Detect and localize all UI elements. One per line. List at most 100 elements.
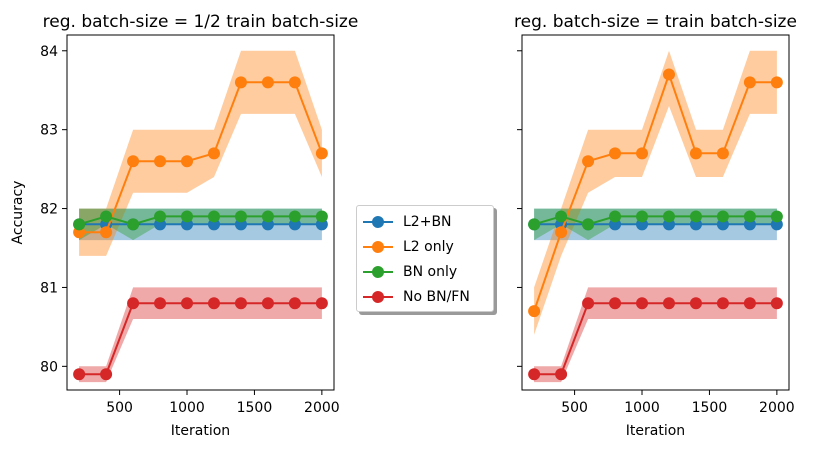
point-no-bn-fn bbox=[743, 297, 756, 310]
point-l2-only bbox=[770, 76, 783, 89]
series-line-no-bn-fn bbox=[534, 302, 777, 376]
point-no-bn-fn bbox=[181, 297, 194, 310]
chart-panel-2: reg. batch-size = train batch-size 500 100… bbox=[514, 12, 797, 439]
point-no-bn-fn bbox=[770, 297, 783, 310]
point-bn-only bbox=[127, 218, 140, 231]
legend-swatch-no-bn-fn bbox=[363, 290, 393, 304]
series-line-l2-only bbox=[79, 81, 323, 234]
point-no-bn-fn bbox=[207, 297, 220, 310]
point-no-bn-fn bbox=[555, 368, 568, 381]
legend-item-no-bn-fn: No BN/FN bbox=[363, 284, 493, 309]
point-bn-only bbox=[770, 210, 783, 223]
point-l2-only bbox=[555, 226, 568, 239]
legend: L2+BN L2 only BN only No BN/FN bbox=[356, 205, 494, 312]
legend-label: L2+BN bbox=[403, 213, 452, 230]
chart-title: reg. batch-size = 1/2 train batch-size bbox=[43, 12, 359, 32]
legend-swatch-bn-only bbox=[363, 265, 393, 279]
point-no-bn-fn bbox=[662, 297, 675, 310]
point-bn-only bbox=[181, 210, 194, 223]
point-l2-only bbox=[315, 147, 328, 160]
band-no-bn-fn bbox=[534, 287, 777, 383]
point-l2-only bbox=[609, 147, 622, 160]
point-l2-only bbox=[582, 155, 595, 168]
x-tick-label: 500 bbox=[561, 400, 588, 416]
point-no-bn-fn bbox=[689, 297, 702, 310]
series-line-l2-only bbox=[533, 71, 777, 312]
x-tick-label: 2000 bbox=[304, 400, 340, 416]
band-l2-only bbox=[79, 50, 322, 256]
point-l2-only bbox=[636, 147, 649, 160]
x-axis-label: Iteration bbox=[626, 423, 685, 439]
legend-swatch-l2-bn bbox=[363, 215, 393, 229]
x-tick-label: 1000 bbox=[624, 400, 660, 416]
point-no-bn-fn bbox=[261, 297, 274, 310]
point-l2-only bbox=[528, 305, 541, 318]
y-tick-label: 82 bbox=[40, 202, 58, 218]
point-no-bn-fn bbox=[716, 297, 729, 310]
x-tick-label: 1500 bbox=[692, 400, 728, 416]
point-bn-only bbox=[582, 218, 595, 231]
point-bn-only bbox=[100, 210, 113, 223]
point-l2-only bbox=[261, 76, 274, 89]
series-line-bn-only bbox=[78, 215, 322, 226]
y-tick-label: 83 bbox=[40, 123, 58, 139]
x-tick-label: 2000 bbox=[759, 400, 795, 416]
y-axis-label: Accuracy bbox=[10, 181, 26, 245]
point-bn-only bbox=[662, 210, 675, 223]
point-no-bn-fn bbox=[609, 297, 622, 310]
legend-label: L2 only bbox=[403, 238, 454, 255]
x-tick-label: 1000 bbox=[169, 400, 205, 416]
point-bn-only bbox=[555, 210, 568, 223]
point-no-bn-fn bbox=[315, 297, 328, 310]
legend-swatch-l2-only bbox=[363, 240, 393, 254]
axes-frame bbox=[521, 34, 790, 391]
point-l2-only bbox=[234, 76, 247, 89]
series-line-bn-only bbox=[533, 215, 777, 226]
point-bn-only bbox=[743, 210, 756, 223]
band-no-bn-fn bbox=[79, 287, 322, 383]
point-no-bn-fn bbox=[288, 297, 301, 310]
chart-panel-1: reg. batch-size = 1/2 train batch-size 50… bbox=[10, 12, 358, 439]
x-axis-label: Iteration bbox=[171, 423, 230, 439]
point-bn-only bbox=[207, 210, 220, 223]
point-l2-only bbox=[127, 155, 140, 168]
point-l2-only bbox=[662, 68, 675, 81]
point-bn-only bbox=[315, 210, 328, 223]
point-l2-only bbox=[716, 147, 729, 160]
point-bn-only bbox=[528, 218, 541, 231]
point-l2-only bbox=[689, 147, 702, 160]
point-no-bn-fn bbox=[100, 368, 113, 381]
point-l2-only bbox=[100, 226, 113, 239]
axes-frame bbox=[66, 34, 335, 391]
point-l2-only bbox=[288, 76, 301, 89]
point-bn-only bbox=[154, 210, 167, 223]
point-bn-only bbox=[609, 210, 622, 223]
y-tick-label: 84 bbox=[40, 44, 58, 60]
legend-label: No BN/FN bbox=[403, 288, 470, 305]
legend-item-l2-bn: L2+BN bbox=[363, 209, 493, 234]
point-bn-only bbox=[288, 210, 301, 223]
point-l2-only bbox=[154, 155, 167, 168]
x-tick-label: 500 bbox=[106, 400, 133, 416]
point-no-bn-fn bbox=[582, 297, 595, 310]
point-no-bn-fn bbox=[636, 297, 649, 310]
legend-label: BN only bbox=[403, 263, 458, 280]
point-no-bn-fn bbox=[234, 297, 247, 310]
x-tick-label: 1500 bbox=[237, 400, 273, 416]
point-no-bn-fn bbox=[154, 297, 167, 310]
y-tick-label: 80 bbox=[40, 359, 58, 375]
point-no-bn-fn bbox=[528, 368, 541, 381]
point-l2-only bbox=[207, 147, 220, 160]
point-bn-only bbox=[636, 210, 649, 223]
point-bn-only bbox=[261, 210, 274, 223]
point-l2-only bbox=[181, 155, 194, 168]
series-line-no-bn-fn bbox=[79, 302, 322, 376]
point-bn-only bbox=[689, 210, 702, 223]
legend-item-bn-only: BN only bbox=[363, 259, 493, 284]
y-tick-label: 81 bbox=[40, 280, 58, 296]
point-bn-only bbox=[73, 218, 86, 231]
point-bn-only bbox=[716, 210, 729, 223]
point-l2-only bbox=[743, 76, 756, 89]
point-no-bn-fn bbox=[73, 368, 86, 381]
